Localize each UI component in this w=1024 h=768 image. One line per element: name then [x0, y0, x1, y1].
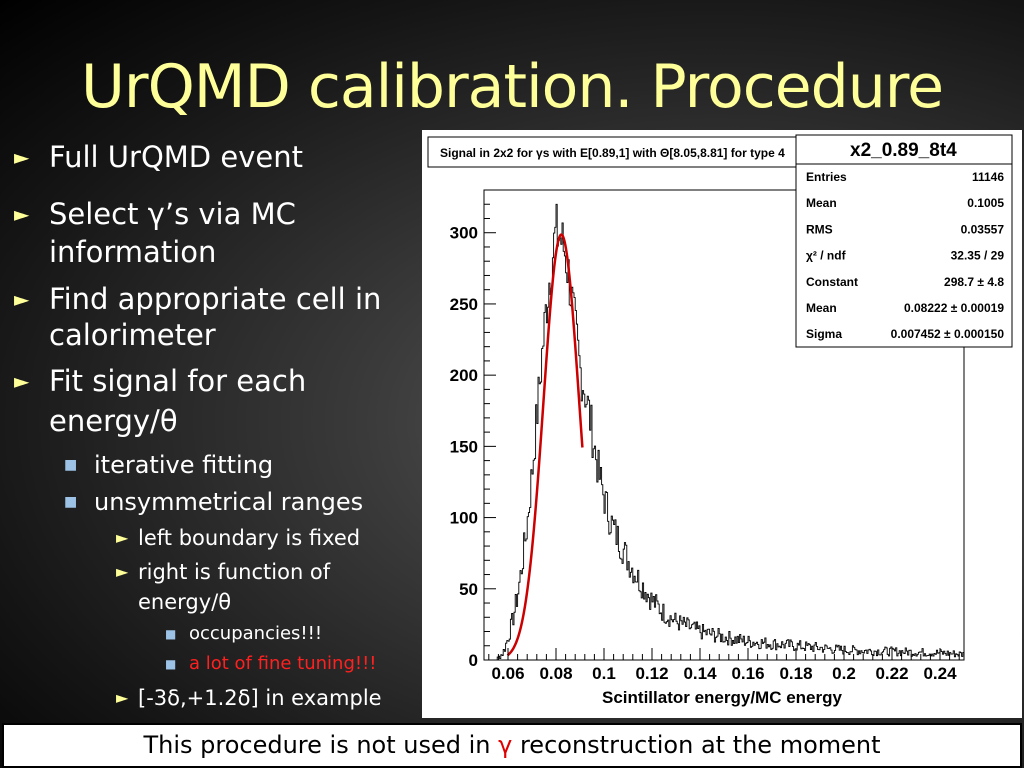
stats-histogram-name: x2_0.89_8t4: [850, 140, 957, 161]
stats-value: 0.007452 ± 0.000150: [891, 327, 1005, 341]
footer-gamma: γ: [498, 731, 513, 759]
y-tick-label: 300: [450, 224, 478, 243]
stats-value: 298.7 ± 4.8: [944, 275, 1004, 289]
stats-label: Entries: [806, 170, 847, 184]
stats-value: 0.08222 ± 0.00019: [904, 301, 1004, 315]
x-tick-label: 0.16: [731, 664, 764, 683]
bullet-arrow-icon: ►: [14, 369, 30, 393]
y-tick-label: 150: [450, 437, 478, 456]
x-tick-label: 0.18: [779, 664, 812, 683]
y-tick-label: 0: [469, 651, 478, 670]
x-tick-label: 0.2: [832, 664, 856, 683]
histogram-plot: 0 50 100 150 200 250 300 0.06 0.08 0.1 0.12 0.14 0.1…: [422, 130, 1022, 718]
bullet-arrow-icon: ►: [116, 688, 129, 707]
slide-title: UrQMD calibration. Procedure: [80, 52, 944, 122]
bullet-arrow-icon: ►: [116, 562, 129, 581]
stats-box: x2_0.89_8t4 Entries 11146 Mean 0.1005 RMS 0.0…: [795, 134, 1013, 348]
square-bullet-icon: ■: [165, 627, 177, 641]
x-tick-label: 0.24: [923, 664, 957, 683]
square-bullet-icon: ■: [165, 657, 177, 671]
square-bullet-icon: ■: [64, 494, 78, 510]
bullet-arrow-icon: ►: [14, 202, 30, 226]
chart-title: Signal in 2x2 for γs with E[0.89,1] with…: [440, 146, 785, 160]
x-tick-label: 0.22: [875, 664, 908, 683]
x-tick-label: 0.1: [592, 664, 616, 683]
x-tick-label: 0.12: [635, 664, 668, 683]
stats-label: Sigma: [806, 327, 842, 341]
x-tick-label: 0.14: [683, 664, 717, 683]
bullet-arrow-icon: ►: [14, 145, 30, 169]
y-tick-label: 50: [459, 580, 478, 599]
stats-label: χ² / ndf: [806, 249, 847, 263]
footer-banner: This procedure is not used in γ reconstr…: [2, 723, 1022, 768]
x-tick-label: 0.08: [539, 664, 572, 683]
stats-label: Mean: [806, 301, 837, 315]
bullet-arrow-icon: ►: [14, 287, 30, 311]
y-tick-label: 100: [450, 509, 478, 528]
stats-label: Constant: [806, 275, 858, 289]
bullet-arrow-icon: ►: [116, 528, 129, 547]
x-tick-label: 0.06: [491, 664, 524, 683]
x-axis-label: Scintillator energy/MC energy: [602, 688, 842, 707]
footer-text: This procedure is not used in: [143, 731, 499, 759]
stats-label: RMS: [806, 222, 833, 236]
stats-value: 0.1005: [967, 196, 1004, 210]
stats-label: Mean: [806, 196, 837, 210]
stats-value: 32.35 / 29: [951, 249, 1005, 263]
footer-tail: reconstruction at the moment: [512, 731, 881, 759]
histogram-svg: 0 50 100 150 200 250 300 0.06 0.08 0.1 0.12 0.14 0.1…: [422, 130, 1022, 718]
chart-title-box: [427, 136, 849, 168]
y-tick-label: 200: [450, 366, 478, 385]
stats-value: 0.03557: [961, 222, 1005, 236]
plot-frame: [483, 189, 965, 661]
gaussian-fit-curve: [506, 233, 584, 657]
y-tick-label: 250: [450, 295, 478, 314]
square-bullet-icon: ■: [64, 457, 78, 473]
stats-value: 11146: [972, 170, 1004, 184]
bullet-list: ► Full UrQMD event ► Select γ’s via MC i…: [14, 140, 382, 710]
